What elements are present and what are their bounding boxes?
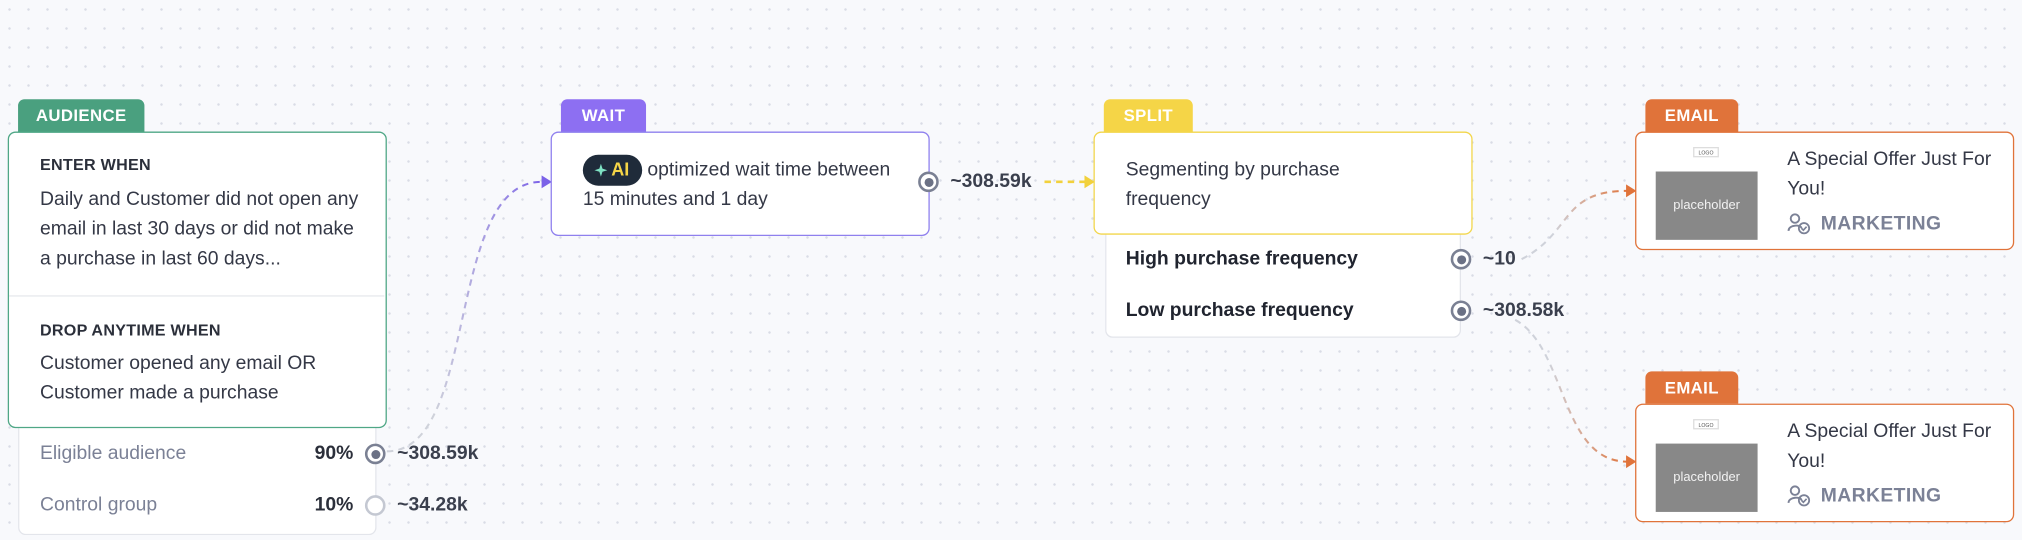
- branch-name: Low purchase frequency: [1125, 299, 1354, 322]
- handle[interactable]: [918, 171, 939, 193]
- category-icon: [1787, 485, 1811, 507]
- handle[interactable]: [364, 495, 386, 516]
- group-percent: 90%: [314, 442, 354, 465]
- email-title: A Special Offer Just For You!: [1787, 148, 1992, 200]
- split-node[interactable]: Segmenting by purchase frequency: [1093, 131, 1473, 235]
- arrow: [541, 175, 552, 189]
- arrow: [1626, 455, 1637, 469]
- group-percent: 10%: [314, 493, 354, 516]
- shape: [1797, 222, 1811, 235]
- edge: [386, 180, 542, 453]
- thumbnail: placeholder: [1655, 443, 1758, 512]
- node-tag: EMAIL: [1645, 371, 1739, 404]
- handle[interactable]: [364, 443, 386, 465]
- email-node[interactable]: LOGO placeholder A Special Offer Just Fo…: [1635, 131, 2015, 251]
- section-title: DROP ANYTIME WHEN: [39, 321, 221, 340]
- thumbnail: placeholder: [1655, 171, 1758, 240]
- email-category: MARKETING: [1820, 484, 1942, 507]
- shape: [1800, 226, 1808, 232]
- node-tag: EMAIL: [1645, 99, 1739, 132]
- wait-node[interactable]: AI optimized wait time between 15 minute…: [550, 131, 930, 236]
- shape: [1800, 498, 1808, 504]
- divider: [9, 295, 385, 297]
- edge: [1514, 318, 1628, 463]
- group-name: Control group: [39, 493, 158, 516]
- node-tag: WAIT: [560, 99, 647, 132]
- group-count: ~34.28k: [397, 493, 468, 516]
- split-text: Segmenting by purchase frequency: [1125, 158, 1340, 211]
- shape: [1787, 224, 1803, 232]
- shape: [1787, 496, 1803, 504]
- shape: [1789, 485, 1801, 496]
- section-title: ENTER WHEN: [39, 156, 151, 175]
- branch-name: High purchase frequency: [1125, 247, 1358, 270]
- node-tag: SPLIT: [1103, 99, 1193, 132]
- email-node[interactable]: LOGO placeholder A Special Offer Just Fo…: [1635, 403, 2015, 523]
- handle[interactable]: [1450, 248, 1472, 270]
- group-panel: [18, 412, 377, 536]
- node-tag: AUDIENCE: [18, 99, 145, 132]
- shape: [1797, 494, 1811, 507]
- arrow: [1626, 184, 1637, 198]
- sparkle-icon: [594, 163, 608, 177]
- arrow: [1084, 175, 1095, 189]
- section-text: Customer opened any email OR Customer ma…: [39, 352, 317, 404]
- branch-panel: [1105, 219, 1462, 338]
- handle[interactable]: [1450, 300, 1472, 322]
- audience-node[interactable]: ENTER WHEN Daily and Customer did not op…: [7, 131, 387, 429]
- logo: LOGO: [1693, 147, 1719, 158]
- branch-count: ~10: [1482, 247, 1516, 270]
- group-name: Eligible audience: [39, 442, 187, 465]
- edge: [1521, 189, 1628, 261]
- group-count: ~308.59k: [397, 442, 479, 465]
- email-title: A Special Offer Just For You!: [1787, 420, 1992, 472]
- section-text: Daily and Customer did not open any emai…: [39, 188, 359, 270]
- logo: LOGO: [1693, 419, 1719, 430]
- ai-badge: AI: [582, 154, 643, 186]
- shape: [594, 163, 608, 177]
- ai-label: AI: [611, 158, 630, 180]
- shape: [1789, 213, 1801, 224]
- wait-text: optimized wait time between 15 minutes a…: [582, 158, 891, 211]
- email-category: MARKETING: [1820, 212, 1942, 235]
- branch-count: ~308.58k: [1482, 299, 1565, 322]
- wait-count: ~308.59k: [950, 170, 1032, 193]
- category-icon: [1787, 213, 1811, 235]
